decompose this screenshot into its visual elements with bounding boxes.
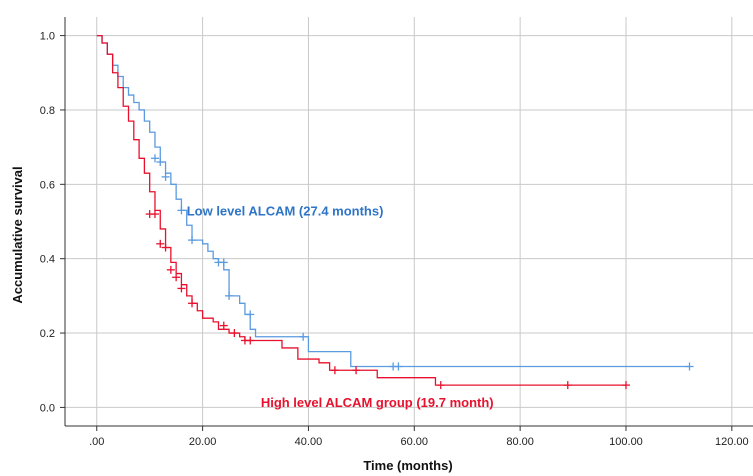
low-alcam-censor-mark <box>177 206 186 215</box>
y-tick-label: 0.8 <box>40 105 55 117</box>
y-tick-label: 0.4 <box>40 254 55 266</box>
high-alcam-censor-mark <box>219 321 228 330</box>
x-axis-ticks: .00 20.00 40.00 60.00 80.00 100.00 120.00 <box>89 426 749 448</box>
x-tick-label: 20.00 <box>189 436 217 448</box>
low-alcam-censor-mark <box>161 172 170 181</box>
x-axis-label: Time (months) <box>363 458 452 473</box>
high-alcam-censor-mark <box>166 265 175 274</box>
low-alcam-censor-mark <box>299 332 308 341</box>
high-alcam-censor-mark <box>177 284 186 293</box>
axes <box>64 17 753 427</box>
y-tick-label: 1.0 <box>40 31 55 43</box>
high-alcam-censor-mark <box>246 336 255 345</box>
low-alcam-censor-mark <box>156 158 165 167</box>
low-alcam-censor-mark <box>394 362 403 371</box>
low-alcam-annotation: Low level ALCAM (27.4 months) <box>187 203 384 218</box>
x-tick-label: 100.00 <box>609 436 643 448</box>
high-alcam-annotation: High level ALCAM group (19.7 month) <box>261 395 494 410</box>
high-alcam-censor-mark <box>156 239 165 248</box>
y-tick-label: 0.2 <box>40 328 55 340</box>
low-alcam-censor-mark <box>219 258 228 267</box>
high-alcam-censor-mark <box>230 329 239 338</box>
low-alcam-censor-mark <box>225 291 234 300</box>
x-tick-label: .00 <box>89 436 104 448</box>
x-tick-label: 40.00 <box>295 436 323 448</box>
x-tick-label: 120.00 <box>715 436 749 448</box>
high-alcam-censor-mark <box>172 273 181 282</box>
high-alcam-censor-mark <box>436 381 445 390</box>
low-alcam-censor-mark <box>685 362 694 371</box>
high-alcam-censor-mark <box>150 210 159 219</box>
low-alcam-censor-mark <box>246 310 255 319</box>
y-tick-label: 0.0 <box>40 402 55 414</box>
censor-marks <box>145 154 694 390</box>
x-tick-label: 80.00 <box>506 436 534 448</box>
series-curves <box>96 34 690 386</box>
high-alcam-censor-mark <box>621 381 630 390</box>
high-alcam-curve <box>96 34 626 386</box>
high-alcam-censor-mark <box>161 243 170 252</box>
low-alcam-censor-mark <box>150 154 159 163</box>
high-alcam-censor-mark <box>563 381 572 390</box>
x-tick-label: 60.00 <box>401 436 429 448</box>
high-alcam-censor-mark <box>330 366 339 375</box>
high-alcam-censor-mark <box>352 366 361 375</box>
high-alcam-censor-mark <box>188 299 197 308</box>
y-axis-label: Accumulative survival <box>10 166 25 303</box>
y-tick-label: 0.6 <box>40 179 55 191</box>
low-alcam-curve <box>96 34 690 368</box>
y-axis-ticks: 0.0 0.2 0.4 0.6 0.8 1.0 <box>40 31 65 414</box>
low-alcam-censor-mark <box>188 236 197 245</box>
grid-lines <box>65 17 753 426</box>
